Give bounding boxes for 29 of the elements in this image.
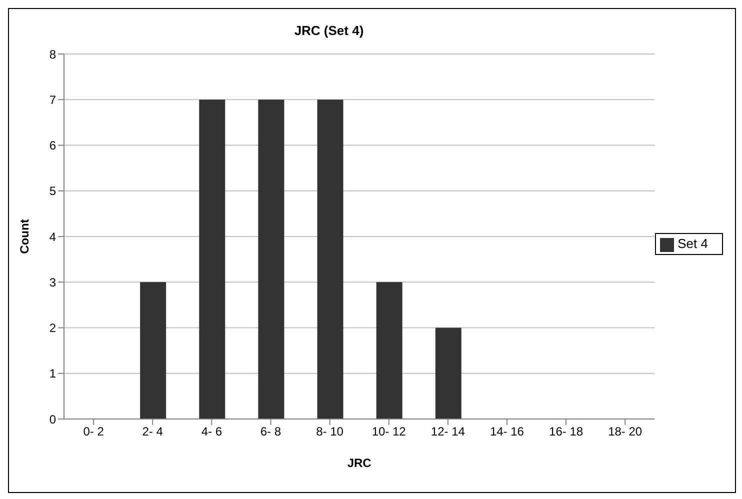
- x-tick-label: 0- 2: [83, 424, 104, 439]
- bar: [258, 100, 284, 419]
- x-tick-label: 12- 14: [430, 424, 466, 439]
- x-tick-label: 4- 6: [201, 424, 222, 439]
- bar: [376, 282, 402, 419]
- y-tick-label: 7: [49, 92, 56, 107]
- y-tick-label: 2: [49, 321, 56, 336]
- y-tick-label: 0: [49, 412, 56, 426]
- x-tick-label: 14- 16: [490, 424, 524, 439]
- y-tick-label: 4: [49, 230, 56, 244]
- x-tick-label: 18- 20: [608, 424, 642, 439]
- y-tick-label: 3: [49, 275, 56, 290]
- bar: [199, 100, 226, 419]
- x-tick-label: 2- 4: [142, 424, 164, 439]
- x-axis-title: JRC: [347, 456, 372, 470]
- y-tick-label: 6: [49, 138, 56, 153]
- bar: [140, 282, 166, 419]
- bar: [435, 328, 462, 419]
- x-tick-label: 8- 10: [316, 424, 344, 439]
- y-tick-label: 8: [49, 47, 56, 62]
- chart-title: JRC (Set 4): [293, 23, 365, 38]
- y-tick-label: 5: [49, 184, 56, 198]
- y-axis-title: Count: [17, 219, 32, 254]
- x-tick-label: 16- 18: [549, 424, 584, 439]
- bar: [317, 100, 344, 419]
- legend-label: Set 4: [678, 236, 708, 252]
- x-tick-label: 6- 8: [260, 424, 282, 439]
- x-tick-label: 10- 12: [372, 424, 406, 439]
- y-tick-label: 1: [49, 366, 56, 381]
